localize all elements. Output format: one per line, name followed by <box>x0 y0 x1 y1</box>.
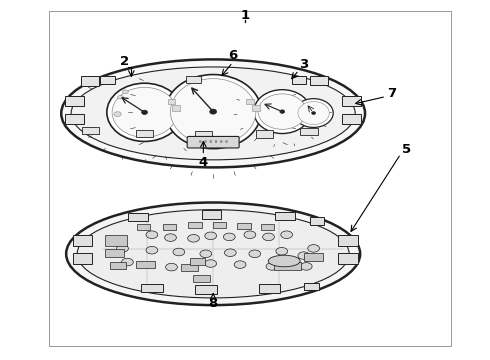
Text: 7: 7 <box>388 87 396 100</box>
Bar <box>186 76 201 83</box>
Ellipse shape <box>166 264 177 271</box>
Ellipse shape <box>122 258 133 266</box>
Ellipse shape <box>205 260 217 267</box>
Bar <box>338 253 358 264</box>
Bar <box>188 222 202 228</box>
Bar <box>73 253 92 264</box>
Bar <box>259 284 280 293</box>
Ellipse shape <box>165 75 261 149</box>
Bar <box>275 212 295 220</box>
Ellipse shape <box>308 245 319 252</box>
Ellipse shape <box>173 248 185 256</box>
Bar <box>110 262 126 269</box>
Ellipse shape <box>266 263 278 270</box>
Bar <box>193 275 210 282</box>
Text: 3: 3 <box>299 58 308 71</box>
Ellipse shape <box>112 87 177 138</box>
Ellipse shape <box>171 78 256 145</box>
Bar <box>300 128 318 135</box>
Ellipse shape <box>66 202 360 305</box>
Ellipse shape <box>107 83 182 141</box>
Ellipse shape <box>298 102 329 125</box>
Ellipse shape <box>276 248 288 255</box>
Bar <box>304 283 319 290</box>
Bar <box>261 224 274 230</box>
Ellipse shape <box>118 95 123 99</box>
Ellipse shape <box>165 234 176 241</box>
Bar <box>163 224 176 230</box>
Bar <box>195 131 212 139</box>
Bar <box>195 285 217 294</box>
Ellipse shape <box>61 59 365 167</box>
Bar <box>81 76 99 86</box>
Text: 8: 8 <box>209 297 218 310</box>
Text: 2: 2 <box>121 55 129 68</box>
Bar <box>168 99 175 104</box>
Bar <box>136 130 153 137</box>
Bar <box>105 235 127 246</box>
Bar <box>342 96 361 106</box>
Ellipse shape <box>244 231 256 239</box>
Text: 1: 1 <box>241 9 249 22</box>
Bar <box>338 235 358 246</box>
Bar <box>310 76 328 85</box>
Ellipse shape <box>281 231 293 239</box>
Bar <box>202 210 221 219</box>
Ellipse shape <box>117 245 128 252</box>
Bar <box>342 114 361 124</box>
Ellipse shape <box>114 112 121 117</box>
Ellipse shape <box>280 110 285 113</box>
Bar <box>73 235 92 246</box>
Bar <box>190 258 205 265</box>
Ellipse shape <box>122 90 128 94</box>
Bar <box>181 264 198 271</box>
Ellipse shape <box>200 250 212 258</box>
Text: 0 0 0 0 0 0: 0 0 0 0 0 0 <box>199 140 227 144</box>
Ellipse shape <box>258 94 306 129</box>
Ellipse shape <box>300 263 312 270</box>
Ellipse shape <box>249 250 261 258</box>
Ellipse shape <box>224 249 236 256</box>
Bar <box>292 76 306 84</box>
Bar <box>172 105 180 111</box>
Bar <box>105 249 124 257</box>
Bar <box>141 284 163 292</box>
Bar <box>274 262 301 270</box>
Ellipse shape <box>263 233 274 240</box>
Bar <box>310 217 324 225</box>
Bar <box>65 114 84 124</box>
Bar <box>252 105 260 111</box>
Ellipse shape <box>298 252 310 259</box>
Ellipse shape <box>268 255 300 267</box>
Ellipse shape <box>71 67 355 160</box>
Bar <box>49 11 451 346</box>
Bar <box>65 96 84 106</box>
FancyBboxPatch shape <box>187 136 239 148</box>
Bar <box>237 223 251 229</box>
Bar <box>128 213 148 221</box>
Ellipse shape <box>312 112 316 114</box>
Bar <box>304 253 323 261</box>
Ellipse shape <box>146 246 158 254</box>
Ellipse shape <box>205 232 217 240</box>
Ellipse shape <box>142 110 147 114</box>
Ellipse shape <box>294 99 333 127</box>
Bar <box>213 222 226 228</box>
Ellipse shape <box>223 233 235 240</box>
Ellipse shape <box>188 235 199 242</box>
Bar <box>256 130 273 138</box>
Bar <box>246 99 254 104</box>
Text: 5: 5 <box>402 143 411 156</box>
Bar <box>100 76 115 84</box>
Ellipse shape <box>77 210 349 298</box>
Ellipse shape <box>234 261 246 269</box>
Ellipse shape <box>146 231 158 239</box>
Bar <box>137 224 150 230</box>
Bar <box>82 127 99 134</box>
Text: 4: 4 <box>199 156 208 169</box>
Ellipse shape <box>210 109 217 114</box>
Bar <box>136 261 155 268</box>
Text: 6: 6 <box>228 49 237 62</box>
Ellipse shape <box>254 90 311 134</box>
